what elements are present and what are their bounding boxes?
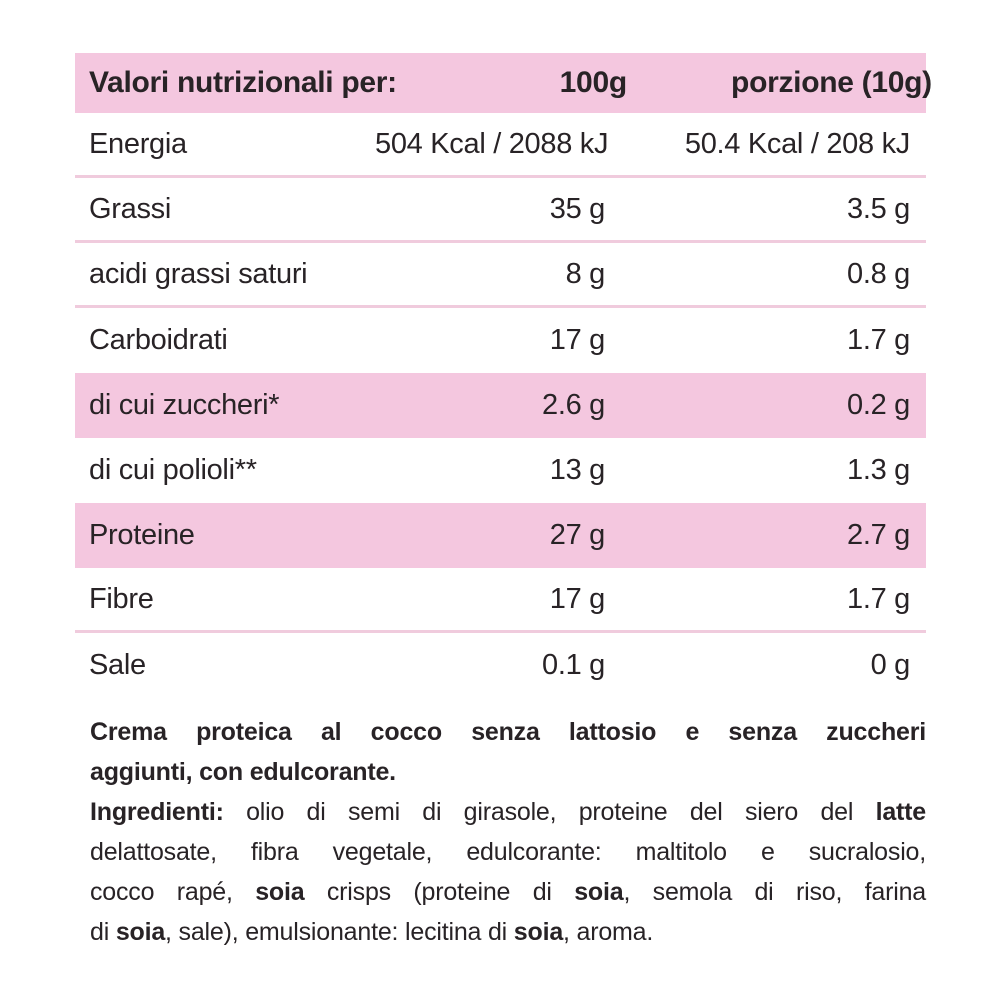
value-100g: 35 g [549,192,606,225]
value-100g: 27 g [549,519,606,551]
value-portion: 3.5 g [847,192,910,225]
row-label: Carboidrati [89,324,228,356]
header-col-portion: porzione (10g) [731,66,932,99]
table-row: Carboidrati 17 g 1.7 g [75,308,926,373]
value-portion: 0 g [870,649,911,681]
row-label: Proteine [89,519,195,551]
row-label: acidi grassi saturi [89,257,308,290]
row-label: di cui polioli** [89,454,257,486]
row-label: Sale [89,649,146,681]
value-portion: 0.8 g [847,257,910,290]
value-portion: 1.3 g [847,454,910,486]
value-portion: 1.7 g [847,324,910,356]
description-line: Crema proteica al cocco senza lattosio e… [90,718,926,746]
table-header-row: Valori nutrizionali per: 100g porzione (… [75,53,932,113]
value-portion: 2.7 g [847,519,910,551]
ingredients-line: di soia, sale), emulsionante: lecitina d… [90,918,654,946]
table-row: Grassi 35 g 3.5 g [75,178,926,243]
value-100g: 0.1 g [542,649,605,681]
value-100g: 504 Kcal / 2088 kJ [375,127,609,160]
value-100g: 8 g [565,257,606,290]
table-row: Energia 504 Kcal / 2088 kJ 50.4 Kcal / 2… [75,113,926,178]
description-line: aggiunti, con edulcorante. [90,758,396,786]
value-100g: 17 g [549,582,606,615]
header-title: Valori nutrizionali per: [89,66,397,99]
product-description: Crema proteica al cocco senza lattosio e… [90,712,926,952]
ingredients-line: cocco rapé, soia crisps (proteine di soi… [90,878,926,906]
nutrition-table: Valori nutrizionali per: 100g porzione (… [75,53,932,698]
value-100g: 17 g [549,324,606,356]
ingredients-line: delattosate, fibra vegetale, edulcorante… [90,838,926,866]
table-row: acidi grassi saturi 8 g 0.8 g [75,243,926,308]
table-row: Fibre 17 g 1.7 g [75,568,926,633]
table-row-highlighted: di cui zuccheri* 2.6 g 0.2 g [75,373,926,438]
row-label: di cui zuccheri* [89,389,280,421]
header-col-100g: 100g [559,66,627,99]
value-portion: 0.2 g [847,389,910,421]
table-row: Sale 0.1 g 0 g [75,633,926,698]
value-portion: 50.4 Kcal / 208 kJ [684,127,910,160]
nutrition-label: Valori nutrizionali per: 100g porzione (… [75,53,932,952]
row-label: Grassi [89,192,171,225]
table-row-highlighted: Proteine 27 g 2.7 g [75,503,926,568]
value-100g: 13 g [549,454,606,486]
ingredients-line: Ingredienti: olio di semi di girasole, p… [90,798,926,826]
value-100g: 2.6 g [542,389,605,421]
value-portion: 1.7 g [847,582,910,615]
table-row: di cui polioli** 13 g 1.3 g [75,438,926,503]
row-label: Energia [89,127,187,160]
row-label: Fibre [89,582,154,615]
